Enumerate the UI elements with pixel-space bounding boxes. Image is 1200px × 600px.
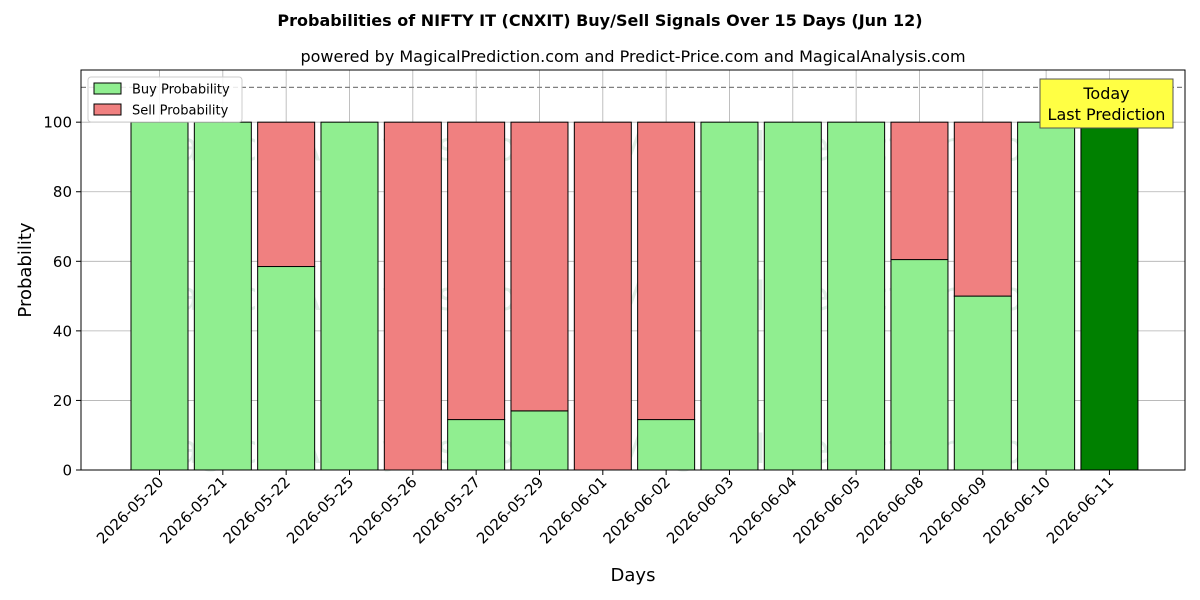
x-tick-label: 2026-06-04 [726, 473, 800, 547]
x-tick-label: 2026-05-29 [473, 473, 547, 547]
today-label-text: Last Prediction [1048, 105, 1166, 124]
bars [130, 121, 1139, 471]
y-tick-label: 80 [53, 183, 72, 201]
legend-swatch [93, 82, 122, 95]
chart-title: Probabilities of NIFTY IT (CNXIT) Buy/Se… [277, 11, 922, 30]
plot-frame [80, 69, 1186, 471]
y-tick-label: 40 [53, 322, 72, 340]
bar-buy [1017, 121, 1076, 471]
x-tick-label: 2026-05-20 [93, 473, 167, 547]
y-axis-label: Probability [15, 222, 36, 317]
x-tick-label: 2026-05-26 [346, 473, 420, 547]
x-tick-label: 2026-06-10 [980, 473, 1054, 547]
x-axis-label: Days [611, 565, 656, 586]
bar-sell [257, 121, 316, 268]
legend-label: Sell Probability [132, 104, 229, 119]
y-tick-label: 20 [53, 392, 72, 410]
x-tick-label: 2026-06-05 [790, 473, 864, 547]
today-label-box [1039, 78, 1174, 129]
legend-box [87, 76, 243, 123]
bar-buy [130, 121, 189, 471]
y-tick-label: 60 [53, 253, 72, 271]
legend-swatch [93, 103, 122, 116]
x-tick-label: 2026-05-25 [283, 473, 357, 547]
y-tick-label: 0 [62, 462, 72, 480]
x-tick-label: 2026-06-02 [600, 473, 674, 547]
bar-sell [953, 121, 1012, 297]
bar-buy [637, 419, 696, 471]
x-tick-label: 2026-06-01 [536, 473, 610, 547]
bar-buy [827, 121, 886, 471]
y-axis: 0 20 40 60 80 100 [43, 114, 81, 480]
bar-sell [573, 121, 632, 471]
bar-buy [257, 266, 316, 471]
x-tick-label: 2026-05-21 [156, 473, 230, 547]
legend: Buy Probability Sell Probability [87, 76, 243, 123]
x-tick-label: 2026-06-03 [663, 473, 737, 547]
x-tick-label: 2026-06-08 [853, 473, 927, 547]
bar-buy [763, 121, 822, 471]
today-annotation: Today Last Prediction [1039, 78, 1174, 129]
today-label-text: Today [1082, 84, 1129, 103]
bar-buy [890, 259, 949, 471]
bar-buy [1080, 121, 1139, 471]
chart-subtitle: powered by MagicalPrediction.com and Pre… [300, 47, 965, 66]
bar-buy [700, 121, 759, 471]
x-tick-label: 2026-06-11 [1043, 473, 1117, 547]
bar-sell [447, 121, 506, 421]
x-tick-label: 2026-05-22 [220, 473, 294, 547]
y-tick-label: 100 [43, 114, 72, 132]
bar-buy [510, 410, 569, 471]
bar-sell [637, 121, 696, 421]
legend-label: Buy Probability [132, 83, 230, 98]
x-tick-label: 2026-05-27 [410, 473, 484, 547]
bar-buy [447, 419, 506, 471]
bar-buy [953, 295, 1012, 471]
bar-buy [193, 121, 252, 471]
bar-buy [320, 121, 379, 471]
bar-sell [890, 121, 949, 261]
x-tick-label: 2026-06-09 [916, 473, 990, 547]
x-axis: 2026-05-202026-05-212026-05-222026-05-25… [93, 470, 1117, 547]
bar-sell [510, 121, 569, 412]
bar-sell [383, 121, 442, 471]
